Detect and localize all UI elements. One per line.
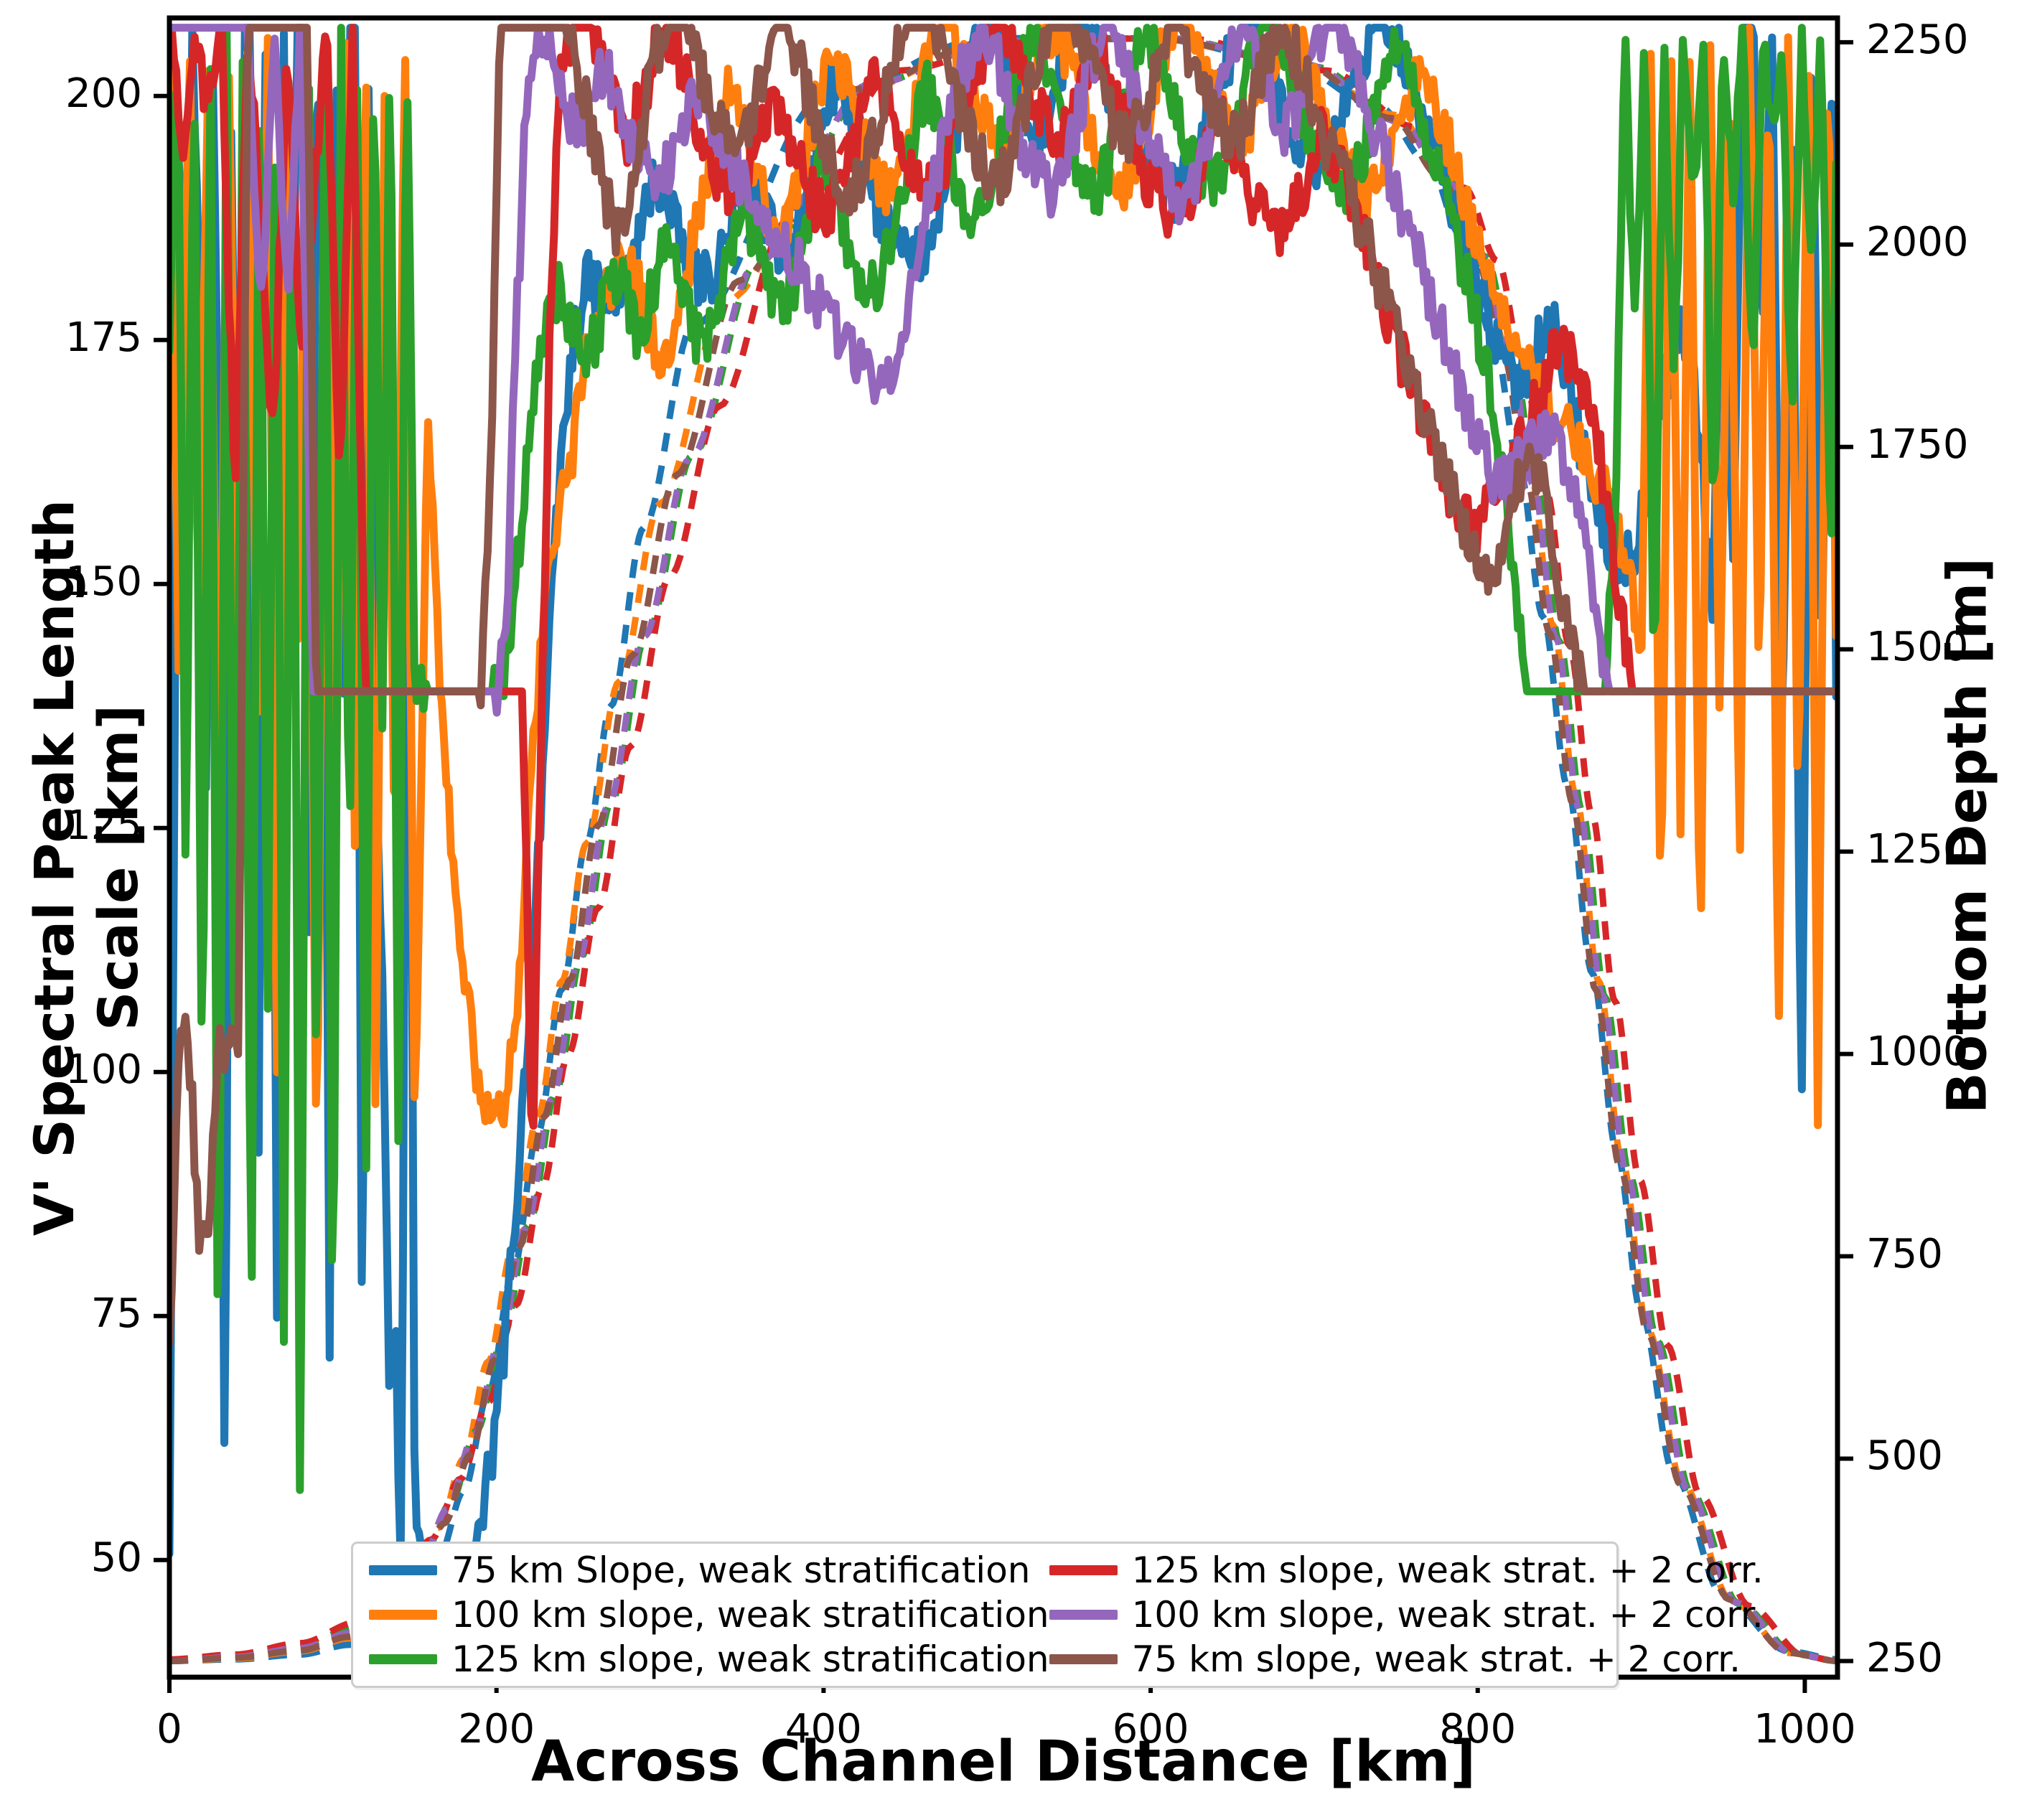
y-ticklabel-right-6: 1750 <box>1866 421 1969 468</box>
x-ticklabel-0: 0 <box>156 1706 182 1753</box>
y-ticklabel-right-4: 1250 <box>1866 825 1969 873</box>
x-ticklabel-3: 600 <box>1112 1706 1189 1753</box>
legend-swatch-5 <box>1049 1654 1118 1664</box>
y-ticklabel-left-6: 200 <box>65 70 142 117</box>
legend-item-0[interactable]: 75 km Slope, weak stratification <box>369 1549 1049 1591</box>
x-ticklabel-1: 200 <box>458 1706 535 1753</box>
legend-swatch-2 <box>369 1654 437 1664</box>
x-axis-label: Across Channel Distance [km] <box>530 1730 1476 1794</box>
legend-item-1[interactable]: 100 km slope, weak stratification <box>369 1594 1049 1636</box>
legend-swatch-0 <box>369 1565 437 1575</box>
y-ticklabel-right-3: 1000 <box>1866 1028 1969 1075</box>
legend-swatch-1 <box>369 1610 437 1620</box>
y-ticklabel-right-2: 750 <box>1866 1230 1943 1277</box>
legend-swatch-4 <box>1049 1610 1118 1620</box>
legend-item-3[interactable]: 125 km slope, weak strat. + 2 corr. <box>1049 1549 1764 1591</box>
y-ticklabel-left-2: 100 <box>65 1046 142 1093</box>
legend-label-2: 125 km slope, weak stratification <box>451 1638 1049 1680</box>
legend-label-4: 100 km slope, weak strat. + 2 corr. <box>1131 1594 1764 1636</box>
y-ticklabel-right-1: 500 <box>1866 1432 1943 1480</box>
y-ticklabel-left-0: 50 <box>90 1534 142 1581</box>
legend-item-5[interactable]: 75 km slope, weak strat. + 2 corr. <box>1049 1638 1764 1680</box>
data-layer <box>169 24 1838 1664</box>
legend-label-0: 75 km Slope, weak stratification <box>451 1549 1031 1591</box>
legend: 75 km Slope, weak stratification 125 km s… <box>351 1542 1764 1688</box>
x-ticklabel-2: 400 <box>785 1706 862 1753</box>
legend-grid: 75 km Slope, weak stratification 125 km s… <box>353 1544 1764 1686</box>
y-ticklabel-left-3: 125 <box>65 802 142 849</box>
y-ticklabel-right-8: 2250 <box>1866 16 1969 63</box>
x-ticklabel-5: 1000 <box>1754 1706 1856 1753</box>
y-ticklabel-right-7: 2000 <box>1866 218 1969 266</box>
legend-label-5: 75 km slope, weak strat. + 2 corr. <box>1131 1638 1741 1680</box>
legend-label-3: 125 km slope, weak strat. + 2 corr. <box>1131 1549 1764 1591</box>
y-ticklabel-left-1: 75 <box>90 1290 142 1337</box>
series-line-5 <box>169 24 1838 1348</box>
y-axis-label-left: V' Spectral Peak Length Scale [km] <box>22 499 150 1237</box>
legend-item-2[interactable]: 125 km slope, weak stratification <box>369 1638 1049 1680</box>
legend-item-4[interactable]: 100 km slope, weak strat. + 2 corr. <box>1049 1594 1764 1636</box>
y-ticklabel-left-5: 175 <box>65 314 142 361</box>
y-ticklabel-right-0: 250 <box>1866 1635 1943 1682</box>
y-ticklabel-left-4: 150 <box>65 558 142 605</box>
y-ticklabel-right-5: 1500 <box>1866 623 1969 670</box>
legend-swatch-3 <box>1049 1565 1118 1575</box>
legend-label-1: 100 km slope, weak stratification <box>451 1594 1049 1636</box>
x-ticklabel-4: 800 <box>1439 1706 1517 1753</box>
bathymetry-line-4 <box>169 34 1838 1664</box>
